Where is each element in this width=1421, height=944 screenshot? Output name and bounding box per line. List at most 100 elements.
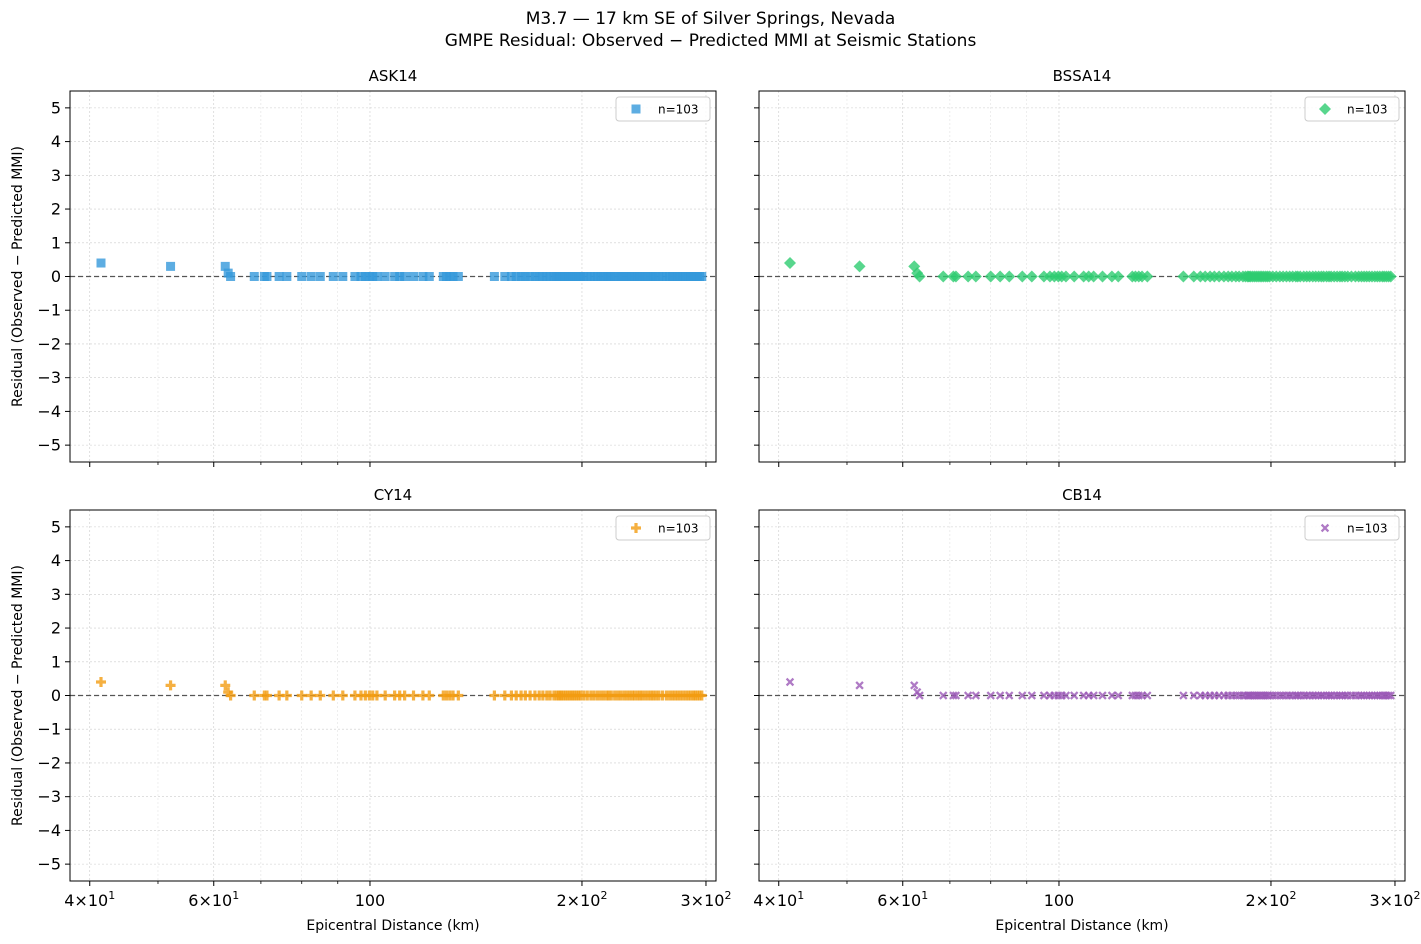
data-point bbox=[274, 272, 284, 281]
data-point bbox=[1027, 691, 1037, 700]
data-point bbox=[262, 272, 272, 281]
data-point bbox=[371, 690, 382, 701]
data-point bbox=[1105, 270, 1118, 283]
data-point bbox=[448, 690, 459, 701]
data-point bbox=[1003, 270, 1016, 283]
y-tick-label: 3 bbox=[51, 585, 61, 604]
y-tick-label: −1 bbox=[37, 301, 61, 320]
data-point bbox=[1187, 270, 1200, 283]
y-tick-label: 0 bbox=[51, 267, 61, 286]
data-point bbox=[395, 272, 405, 281]
data-point bbox=[853, 260, 866, 273]
legend: n=103 bbox=[615, 515, 711, 541]
data-point bbox=[1384, 691, 1393, 700]
data-point bbox=[225, 690, 236, 701]
legend: n=103 bbox=[1304, 96, 1400, 122]
data-point bbox=[1039, 691, 1049, 700]
data-point bbox=[913, 270, 926, 283]
data-point bbox=[489, 272, 499, 281]
data-point bbox=[696, 690, 707, 701]
data-point bbox=[223, 687, 234, 698]
data-point bbox=[424, 272, 434, 281]
data-point bbox=[417, 690, 428, 701]
data-point bbox=[281, 690, 292, 701]
data-point bbox=[95, 677, 106, 688]
data-point bbox=[1018, 691, 1027, 700]
data-point bbox=[380, 272, 390, 281]
y-tick-label: −3 bbox=[37, 787, 61, 806]
legend: n=103 bbox=[615, 96, 711, 122]
legend-box bbox=[615, 515, 711, 541]
subplot-cy14: 5 4 3 2 1 0 −1 −2 −3 −4 −54×101 6×101 100 2×102 3×102 C… bbox=[10, 486, 731, 934]
y-tick-label: 4 bbox=[51, 132, 61, 151]
data-point bbox=[949, 691, 958, 700]
data-point bbox=[986, 691, 995, 700]
y-tick-label: 0 bbox=[51, 686, 61, 705]
data-point bbox=[220, 680, 231, 691]
data-point bbox=[915, 691, 924, 700]
data-point bbox=[1068, 270, 1081, 283]
x-tick-label: 3×102 bbox=[680, 889, 731, 910]
data-point bbox=[166, 261, 176, 271]
data-point bbox=[96, 258, 106, 268]
data-point bbox=[1098, 691, 1107, 700]
x-tick-label: 2×102 bbox=[1245, 889, 1296, 910]
subplot-title: BSSA14 bbox=[1053, 67, 1112, 85]
y-tick-label: −5 bbox=[37, 436, 61, 455]
data-point bbox=[249, 690, 260, 701]
data-point bbox=[249, 272, 259, 281]
data-point bbox=[971, 691, 981, 700]
y-tick-label: −1 bbox=[37, 720, 61, 739]
data-point bbox=[785, 677, 795, 687]
legend-marker bbox=[1320, 523, 1330, 533]
x-axis-label: Epicentral Distance (km) bbox=[995, 918, 1168, 934]
data-point bbox=[296, 690, 307, 701]
legend-label: n=103 bbox=[658, 522, 699, 536]
y-tick-label: 3 bbox=[51, 166, 61, 185]
data-point bbox=[338, 272, 348, 281]
data-point bbox=[1037, 270, 1050, 283]
data-point bbox=[453, 272, 463, 281]
subplot-bssa14: BSSA14 n=103 bbox=[754, 67, 1406, 467]
data-point bbox=[409, 272, 419, 281]
data-point bbox=[350, 272, 360, 281]
data-point bbox=[337, 690, 348, 701]
data-point bbox=[994, 270, 1007, 283]
y-tick-label: 1 bbox=[51, 233, 61, 252]
x-tick-label: 3×102 bbox=[1369, 889, 1420, 910]
data-point bbox=[1005, 691, 1014, 700]
subplot-ask14: 5 4 3 2 1 0 −1 −2 −3 −4 −5 ASK14 Residual (Observed … bbox=[10, 67, 717, 467]
data-point bbox=[274, 690, 285, 701]
figure-subtitle: GMPE Residual: Observed − Predicted MMI … bbox=[444, 31, 977, 51]
data-point bbox=[220, 261, 230, 271]
legend-marker bbox=[631, 104, 641, 114]
x-tick-label: 4×101 bbox=[64, 889, 115, 910]
data-point bbox=[910, 681, 919, 690]
data-point bbox=[306, 272, 316, 281]
data-points bbox=[785, 677, 1395, 700]
data-point bbox=[525, 272, 535, 281]
x-tick-label: 100 bbox=[355, 891, 386, 910]
data-point bbox=[1069, 691, 1079, 700]
data-point bbox=[499, 690, 510, 701]
data-point bbox=[1112, 270, 1125, 283]
data-point bbox=[962, 270, 975, 283]
data-point bbox=[949, 270, 962, 283]
data-point bbox=[855, 681, 864, 690]
data-point bbox=[783, 257, 796, 270]
data-point bbox=[380, 690, 391, 701]
y-tick-label: −2 bbox=[37, 753, 61, 772]
legend-label: n=103 bbox=[1347, 522, 1388, 536]
subplot-cb14: 4×101 6×101 100 2×102 3×102 CB14 Epicentral Di… bbox=[753, 486, 1420, 934]
data-point bbox=[297, 272, 307, 281]
data-point bbox=[424, 690, 435, 701]
data-point bbox=[453, 690, 464, 701]
legend-box bbox=[615, 96, 711, 122]
data-point bbox=[418, 272, 428, 281]
data-point bbox=[282, 272, 292, 281]
subplot-title: ASK14 bbox=[369, 67, 418, 85]
data-point bbox=[520, 272, 530, 281]
data-point bbox=[489, 690, 500, 701]
data-point bbox=[1141, 270, 1154, 283]
